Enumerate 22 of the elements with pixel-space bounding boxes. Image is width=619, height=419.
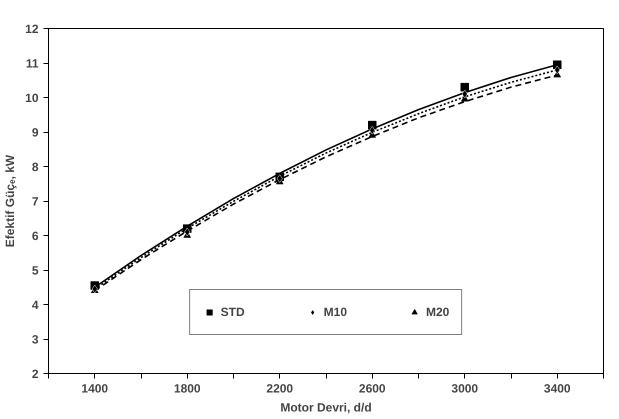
legend-label: STD: [220, 305, 245, 319]
y-tick-label: 9: [32, 126, 39, 140]
legend-label: M10: [324, 305, 347, 319]
x-tick-label: 2600: [358, 382, 386, 396]
x-tick-label: 1400: [81, 382, 108, 396]
x-tick-label: 1800: [174, 382, 201, 396]
y-tick-label: 4: [32, 298, 39, 312]
x-axis-title: Motor Devri, d/d: [280, 400, 372, 414]
y-tick-label: 11: [26, 56, 39, 70]
y-tick-label: 7: [32, 194, 39, 208]
y-tick-label: 3: [32, 332, 39, 346]
y-tick-label: 6: [32, 229, 39, 243]
x-tick-label: 3000: [451, 382, 478, 396]
y-tick-label: 12: [25, 22, 39, 36]
y-tick-label: 2: [32, 367, 39, 381]
y-tick-label: 8: [32, 160, 39, 174]
y-axis-title: Efektif Güçₑ, kW: [3, 154, 18, 248]
legend-label: M20: [426, 305, 450, 319]
x-tick-label: 2200: [266, 382, 294, 396]
y-tick-label: 5: [32, 264, 39, 278]
y-tick-label: 10: [25, 91, 39, 105]
x-tick-label: 3400: [544, 382, 571, 396]
